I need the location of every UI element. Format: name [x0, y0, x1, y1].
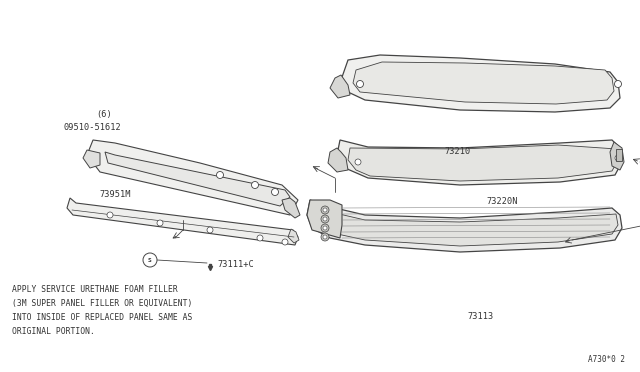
- Circle shape: [321, 224, 329, 232]
- Circle shape: [257, 235, 263, 241]
- Circle shape: [321, 206, 329, 214]
- Text: APPLY SERVICE URETHANE FOAM FILLER: APPLY SERVICE URETHANE FOAM FILLER: [12, 285, 178, 294]
- Circle shape: [321, 233, 329, 241]
- Circle shape: [323, 226, 327, 230]
- Text: 73951M: 73951M: [99, 190, 131, 199]
- Polygon shape: [341, 55, 620, 112]
- Circle shape: [321, 215, 329, 223]
- Circle shape: [271, 189, 278, 196]
- Text: 73113: 73113: [467, 312, 493, 321]
- Circle shape: [157, 220, 163, 226]
- Text: A730*0 2: A730*0 2: [588, 355, 625, 364]
- Text: 73210: 73210: [445, 147, 471, 156]
- Polygon shape: [67, 198, 298, 245]
- Text: INTO INSIDE OF REPLACED PANEL SAME AS: INTO INSIDE OF REPLACED PANEL SAME AS: [12, 313, 193, 322]
- Circle shape: [207, 227, 213, 233]
- Text: 73220N: 73220N: [486, 197, 518, 206]
- Polygon shape: [330, 75, 350, 98]
- Text: (6): (6): [96, 110, 112, 119]
- Polygon shape: [87, 140, 298, 215]
- Polygon shape: [348, 145, 618, 181]
- Polygon shape: [288, 229, 299, 243]
- Polygon shape: [282, 198, 300, 218]
- Text: 73111+C: 73111+C: [218, 260, 254, 269]
- Polygon shape: [307, 200, 342, 238]
- Polygon shape: [307, 200, 622, 252]
- Circle shape: [615, 155, 621, 161]
- Circle shape: [323, 208, 327, 212]
- Polygon shape: [610, 142, 624, 170]
- Circle shape: [323, 217, 327, 221]
- Circle shape: [282, 239, 288, 245]
- Polygon shape: [320, 210, 618, 246]
- Text: ORIGINAL PORTION.: ORIGINAL PORTION.: [12, 327, 95, 336]
- Polygon shape: [616, 149, 622, 161]
- Circle shape: [356, 80, 364, 87]
- Polygon shape: [83, 150, 100, 168]
- Text: (3M SUPER PANEL FILLER OR EQUIVALENT): (3M SUPER PANEL FILLER OR EQUIVALENT): [12, 299, 193, 308]
- Polygon shape: [337, 140, 622, 185]
- Text: S: S: [148, 257, 152, 263]
- Polygon shape: [328, 148, 348, 172]
- Circle shape: [323, 235, 327, 239]
- Polygon shape: [105, 152, 290, 206]
- Circle shape: [252, 182, 259, 189]
- Polygon shape: [353, 62, 614, 104]
- Circle shape: [355, 159, 361, 165]
- Text: 09510-51612: 09510-51612: [64, 123, 122, 132]
- Circle shape: [216, 171, 223, 179]
- Circle shape: [143, 253, 157, 267]
- Circle shape: [107, 212, 113, 218]
- Circle shape: [614, 80, 621, 87]
